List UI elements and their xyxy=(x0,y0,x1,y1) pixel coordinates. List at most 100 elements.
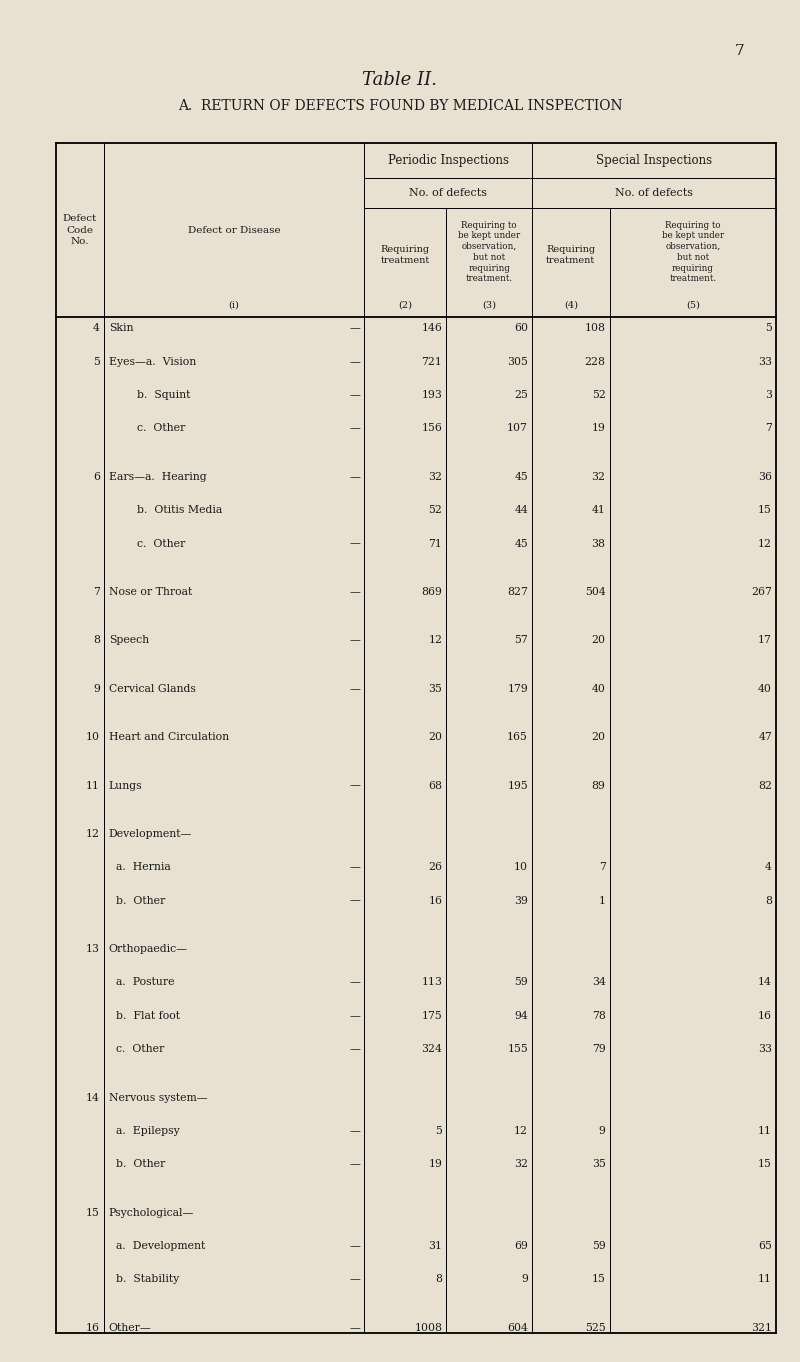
Text: 7: 7 xyxy=(765,424,772,433)
Text: 12: 12 xyxy=(429,635,442,646)
Text: (3): (3) xyxy=(482,300,496,309)
Text: b.  Other: b. Other xyxy=(109,896,165,906)
Text: 57: 57 xyxy=(514,635,528,646)
Text: 79: 79 xyxy=(592,1045,606,1054)
Text: 155: 155 xyxy=(507,1045,528,1054)
Text: —: — xyxy=(350,978,361,987)
Text: —: — xyxy=(350,424,361,433)
Text: b.  Otitis Media: b. Otitis Media xyxy=(109,505,222,515)
Text: 31: 31 xyxy=(429,1241,442,1252)
Text: 8: 8 xyxy=(765,896,772,906)
Text: 7: 7 xyxy=(598,862,606,872)
Text: Other—: Other— xyxy=(109,1323,151,1333)
Text: 26: 26 xyxy=(429,862,442,872)
Text: 11: 11 xyxy=(758,1275,772,1284)
Text: —: — xyxy=(350,1323,361,1333)
Text: 71: 71 xyxy=(429,538,442,549)
Text: 15: 15 xyxy=(592,1275,606,1284)
Text: —: — xyxy=(350,1011,361,1020)
Text: 324: 324 xyxy=(422,1045,442,1054)
Text: 47: 47 xyxy=(758,733,772,742)
Text: —: — xyxy=(350,323,361,334)
Text: 41: 41 xyxy=(592,505,606,515)
Text: Ears—a.  Hearing: Ears—a. Hearing xyxy=(109,471,206,482)
Text: Defect or Disease: Defect or Disease xyxy=(188,226,280,234)
Text: 78: 78 xyxy=(592,1011,606,1020)
Text: 20: 20 xyxy=(592,635,606,646)
Text: 195: 195 xyxy=(507,780,528,790)
Text: —: — xyxy=(350,684,361,693)
Text: —: — xyxy=(350,538,361,549)
Text: 305: 305 xyxy=(507,357,528,366)
Text: 165: 165 xyxy=(507,733,528,742)
Text: Nervous system—: Nervous system— xyxy=(109,1092,207,1102)
Text: —: — xyxy=(350,862,361,872)
Text: a.  Hernia: a. Hernia xyxy=(109,862,170,872)
Text: Special Inspections: Special Inspections xyxy=(596,154,712,168)
Text: 179: 179 xyxy=(507,684,528,693)
Text: Nose or Throat: Nose or Throat xyxy=(109,587,192,597)
Text: 12: 12 xyxy=(758,538,772,549)
Text: 4: 4 xyxy=(765,862,772,872)
Text: —: — xyxy=(350,471,361,482)
Text: 60: 60 xyxy=(514,323,528,334)
Text: 156: 156 xyxy=(422,424,442,433)
Text: —: — xyxy=(350,1126,361,1136)
Text: 38: 38 xyxy=(592,538,606,549)
Text: 16: 16 xyxy=(429,896,442,906)
Text: —: — xyxy=(350,1275,361,1284)
Text: 40: 40 xyxy=(758,684,772,693)
Text: 8: 8 xyxy=(435,1275,442,1284)
Text: b.  Flat foot: b. Flat foot xyxy=(109,1011,180,1020)
Text: 69: 69 xyxy=(514,1241,528,1252)
Text: —: — xyxy=(350,1241,361,1252)
Text: 34: 34 xyxy=(592,978,606,987)
Text: Skin: Skin xyxy=(109,323,134,334)
Text: c.  Other: c. Other xyxy=(109,538,185,549)
Text: 35: 35 xyxy=(429,684,442,693)
Text: 19: 19 xyxy=(429,1159,442,1169)
Text: 89: 89 xyxy=(592,780,606,790)
Text: 13: 13 xyxy=(86,944,100,953)
Text: 17: 17 xyxy=(758,635,772,646)
Text: 5: 5 xyxy=(93,357,100,366)
Text: 8: 8 xyxy=(93,635,100,646)
Text: 146: 146 xyxy=(422,323,442,334)
Text: Requiring
treatment: Requiring treatment xyxy=(546,245,595,264)
Text: —: — xyxy=(350,587,361,597)
Text: 20: 20 xyxy=(592,733,606,742)
Text: 36: 36 xyxy=(758,471,772,482)
Text: 44: 44 xyxy=(514,505,528,515)
Text: b.  Stability: b. Stability xyxy=(109,1275,179,1284)
Text: Defect
Code
No.: Defect Code No. xyxy=(63,214,97,247)
Text: 15: 15 xyxy=(758,505,772,515)
Text: Requiring to
be kept under
observation,
but not
requiring
treatment.: Requiring to be kept under observation, … xyxy=(458,221,520,283)
Text: 7: 7 xyxy=(734,44,744,57)
Text: —: — xyxy=(350,390,361,400)
Text: 113: 113 xyxy=(422,978,442,987)
Text: 7: 7 xyxy=(93,587,100,597)
Text: 5: 5 xyxy=(435,1126,442,1136)
Text: 39: 39 xyxy=(514,896,528,906)
Text: 107: 107 xyxy=(507,424,528,433)
Text: (i): (i) xyxy=(229,300,239,309)
Text: 9: 9 xyxy=(598,1126,606,1136)
Text: 35: 35 xyxy=(592,1159,606,1169)
Text: c.  Other: c. Other xyxy=(109,1045,164,1054)
Text: a.  Epilepsy: a. Epilepsy xyxy=(109,1126,179,1136)
Text: (2): (2) xyxy=(398,300,412,309)
Text: 228: 228 xyxy=(585,357,606,366)
Text: 45: 45 xyxy=(514,471,528,482)
Text: 59: 59 xyxy=(592,1241,606,1252)
Text: 10: 10 xyxy=(514,862,528,872)
Text: a.  Posture: a. Posture xyxy=(109,978,174,987)
Text: Development—: Development— xyxy=(109,829,192,839)
Text: 15: 15 xyxy=(758,1159,772,1169)
Text: 68: 68 xyxy=(429,780,442,790)
Text: 12: 12 xyxy=(514,1126,528,1136)
Text: 14: 14 xyxy=(758,978,772,987)
Text: 65: 65 xyxy=(758,1241,772,1252)
Text: Eyes—a.  Vision: Eyes—a. Vision xyxy=(109,357,196,366)
Text: 40: 40 xyxy=(592,684,606,693)
Text: Periodic Inspections: Periodic Inspections xyxy=(387,154,509,168)
